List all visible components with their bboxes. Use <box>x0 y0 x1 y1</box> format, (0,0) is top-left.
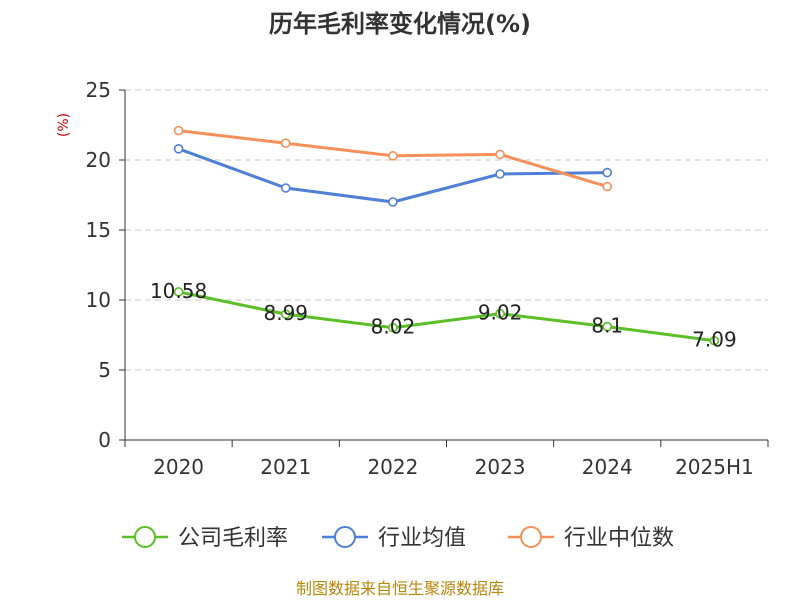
legend-marker <box>334 526 356 548</box>
legend-label: 公司毛利率 <box>178 526 288 551</box>
source-note: 制图数据来自恒生聚源数据库 <box>296 579 504 598</box>
data-label: 8.02 <box>371 315 416 339</box>
data-point[interactable] <box>280 183 291 193</box>
legend-item-2[interactable]: 行业中位数 <box>508 526 674 551</box>
series-lines <box>173 125 720 346</box>
x-tick-label: 2023 <box>475 455 526 479</box>
chart-title: 历年毛利率变化情况(%) <box>269 10 531 38</box>
legend-item-0[interactable]: 公司毛利率 <box>122 526 288 551</box>
y-tick-label: 15 <box>86 218 111 242</box>
data-labels: 10.58 8.99 8.02 9.02 8.1 7.09 <box>150 279 737 352</box>
data-label: 8.1 <box>591 314 623 338</box>
legend-item-1[interactable]: 行业均值 <box>322 526 466 551</box>
y-tick-label: 25 <box>86 78 111 102</box>
data-point[interactable] <box>709 335 720 346</box>
data-point[interactable] <box>602 321 613 332</box>
legend-marker <box>520 526 542 548</box>
data-point[interactable] <box>495 308 505 319</box>
grid-lines <box>125 89 768 371</box>
legend-marker <box>134 526 156 548</box>
x-tick-label: 2020 <box>153 455 204 479</box>
x-tick-label: 2022 <box>367 455 418 479</box>
y-axis-label: (%) <box>56 113 72 137</box>
data-label: 7.09 <box>692 328 737 352</box>
data-point[interactable] <box>173 144 184 154</box>
y-tick-label: 20 <box>86 148 111 172</box>
data-point[interactable] <box>388 151 398 161</box>
legend-label: 行业中位数 <box>564 526 674 551</box>
data-point[interactable] <box>173 287 184 297</box>
data-point[interactable] <box>602 167 613 178</box>
axes: 0 5 10 15 20 25 2020 2021 2022 2023 2024 2025H1 <box>86 78 769 479</box>
x-tick-label: 2025H1 <box>675 455 754 479</box>
x-tick-label: 2021 <box>260 455 311 479</box>
data-point[interactable] <box>388 197 398 207</box>
data-label: 9.02 <box>478 301 523 325</box>
legend-label: 行业均值 <box>378 526 466 551</box>
data-point[interactable] <box>280 138 291 148</box>
data-label: 8.99 <box>263 301 308 325</box>
data-label: 10.58 <box>150 279 207 303</box>
series-line-0 <box>178 290 715 343</box>
data-point[interactable] <box>173 125 184 136</box>
data-point[interactable] <box>280 309 291 319</box>
data-point[interactable] <box>388 322 398 333</box>
data-point[interactable] <box>495 169 505 179</box>
data-point[interactable] <box>495 149 505 160</box>
legend[interactable]: 公司毛利率 行业均值 行业中位数 <box>122 526 674 551</box>
y-tick-label: 0 <box>98 428 111 452</box>
y-tick-label: 10 <box>86 288 111 312</box>
y-tick-label: 5 <box>98 358 111 382</box>
data-point[interactable] <box>602 181 613 192</box>
x-tick-label: 2024 <box>582 455 633 479</box>
